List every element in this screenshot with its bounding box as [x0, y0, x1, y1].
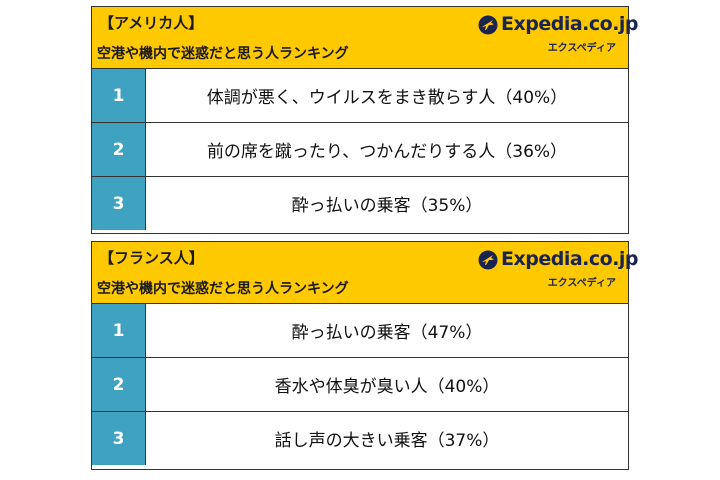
- rank-number: 1: [92, 69, 146, 122]
- logo-brand-text: Expedia.co.jp: [501, 13, 639, 35]
- ranking-panel-french: 【フランス人】 空港や機内で迷惑だと思う人ランキング Expedia.co.jp…: [91, 241, 639, 470]
- logo-brand-text: Expedia.co.jp: [501, 248, 639, 270]
- rank-number: 3: [92, 412, 146, 465]
- airplane-globe-icon: [478, 250, 498, 270]
- rank-number: 3: [92, 177, 146, 230]
- ranking-row: 2 前の席を蹴ったり、つかんだりする人（36%）: [92, 123, 628, 177]
- panel-header: 【アメリカ人】 空港や機内で迷惑だと思う人ランキング Expedia.co.jp…: [92, 7, 639, 69]
- nationality-label: 【フランス人】: [99, 249, 204, 267]
- nationality-label: 【アメリカ人】: [99, 14, 204, 32]
- panel-header: 【フランス人】 空港や機内で迷惑だと思う人ランキング Expedia.co.jp…: [92, 242, 639, 304]
- rank-text: 酔っ払いの乗客（35%）: [291, 196, 483, 216]
- rank-text: 香水や体臭が臭い人（40%）: [274, 377, 500, 397]
- ranking-subtitle: 空港や機内で迷惑だと思う人ランキング: [97, 46, 349, 62]
- ranking-row: 1 体調が悪く、ウイルスをまき散らす人（40%）: [92, 69, 628, 123]
- rank-text: 体調が悪く、ウイルスをまき散らす人（40%）: [206, 88, 568, 108]
- rank-number: 2: [92, 123, 146, 176]
- expedia-logo: Expedia.co.jp エクスペディア: [478, 13, 639, 57]
- rank-text: 酔っ払いの乗客（47%）: [291, 323, 483, 343]
- rank-text: 話し声の大きい乗客（37%）: [274, 431, 500, 451]
- rank-number: 2: [92, 358, 146, 411]
- ranking-row: 3 酔っ払いの乗客（35%）: [92, 177, 628, 230]
- airplane-globe-icon: [478, 15, 498, 35]
- rank-number: 1: [92, 304, 146, 357]
- logo-kana-text: エクスペディア: [547, 278, 616, 289]
- expedia-logo: Expedia.co.jp エクスペディア: [478, 248, 639, 292]
- ranking-row: 1 酔っ払いの乗客（47%）: [92, 304, 628, 358]
- ranking-panel-american: 【アメリカ人】 空港や機内で迷惑だと思う人ランキング Expedia.co.jp…: [91, 6, 639, 234]
- ranking-subtitle: 空港や機内で迷惑だと思う人ランキング: [97, 281, 349, 297]
- rank-text: 前の席を蹴ったり、つかんだりする人（36%）: [206, 142, 568, 162]
- ranking-row: 2 香水や体臭が臭い人（40%）: [92, 358, 628, 412]
- ranking-row: 3 話し声の大きい乗客（37%）: [92, 412, 628, 465]
- logo-kana-text: エクスペディア: [547, 43, 616, 54]
